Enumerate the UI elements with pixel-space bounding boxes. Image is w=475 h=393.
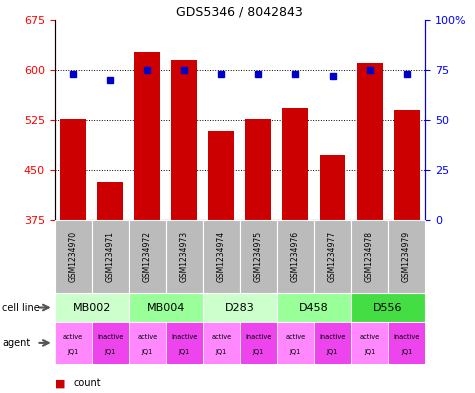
Text: active: active	[285, 334, 305, 340]
Text: active: active	[137, 334, 157, 340]
Bar	[320, 155, 345, 220]
Text: MB004: MB004	[147, 303, 185, 312]
Bar	[203, 322, 240, 364]
Bar	[277, 293, 351, 322]
Text: inactive: inactive	[171, 334, 198, 340]
Bar	[129, 322, 166, 364]
Text: agent: agent	[2, 338, 30, 348]
Text: GSM1234979: GSM1234979	[402, 231, 411, 282]
Text: JQ1: JQ1	[327, 349, 338, 355]
Title: GDS5346 / 8042843: GDS5346 / 8042843	[177, 6, 303, 18]
Text: GSM1234970: GSM1234970	[69, 231, 77, 282]
Text: GSM1234974: GSM1234974	[217, 231, 226, 282]
Bar	[203, 220, 240, 293]
Bar	[55, 322, 92, 364]
Text: active: active	[360, 334, 380, 340]
Bar	[209, 131, 234, 220]
Text: GSM1234977: GSM1234977	[328, 231, 337, 282]
Bar	[97, 182, 123, 220]
Bar	[388, 220, 425, 293]
Bar	[351, 220, 388, 293]
Bar	[283, 108, 308, 220]
Text: JQ1: JQ1	[142, 349, 153, 355]
Bar	[351, 293, 425, 322]
Text: GSM1234973: GSM1234973	[180, 231, 189, 282]
Text: inactive: inactive	[393, 334, 420, 340]
Bar	[351, 322, 388, 364]
Text: GSM1234978: GSM1234978	[365, 231, 374, 282]
Bar	[240, 220, 277, 293]
Text: JQ1: JQ1	[364, 349, 375, 355]
Bar	[203, 293, 277, 322]
Text: JQ1: JQ1	[67, 349, 79, 355]
Bar	[166, 322, 203, 364]
Text: inactive: inactive	[319, 334, 346, 340]
Bar	[129, 293, 203, 322]
Bar	[240, 322, 277, 364]
Bar	[246, 119, 271, 220]
Bar	[171, 60, 197, 220]
Text: JQ1: JQ1	[401, 349, 412, 355]
Bar	[92, 322, 129, 364]
Bar	[55, 220, 92, 293]
Bar	[357, 63, 382, 220]
Text: GSM1234971: GSM1234971	[106, 231, 114, 282]
Bar	[394, 110, 419, 220]
Bar	[277, 220, 314, 293]
Text: GSM1234976: GSM1234976	[291, 231, 300, 282]
Bar	[166, 220, 203, 293]
Text: GSM1234972: GSM1234972	[143, 231, 152, 282]
Text: ■: ■	[55, 378, 68, 388]
Text: JQ1: JQ1	[216, 349, 227, 355]
Text: GSM1234975: GSM1234975	[254, 231, 263, 282]
Bar	[277, 322, 314, 364]
Text: cell line: cell line	[2, 303, 40, 312]
Text: JQ1: JQ1	[179, 349, 190, 355]
Text: active: active	[63, 334, 83, 340]
Text: MB002: MB002	[73, 303, 111, 312]
Text: D283: D283	[225, 303, 255, 312]
Text: JQ1: JQ1	[104, 349, 116, 355]
Bar	[314, 322, 351, 364]
Bar	[129, 220, 166, 293]
Bar	[92, 220, 129, 293]
Text: inactive: inactive	[97, 334, 124, 340]
Bar	[134, 52, 160, 220]
Text: JQ1: JQ1	[253, 349, 264, 355]
Bar	[55, 293, 129, 322]
Text: inactive: inactive	[245, 334, 272, 340]
Bar	[60, 119, 86, 220]
Text: count: count	[74, 378, 101, 388]
Bar	[388, 322, 425, 364]
Text: JQ1: JQ1	[290, 349, 301, 355]
Bar	[314, 220, 351, 293]
Text: active: active	[211, 334, 231, 340]
Text: D458: D458	[299, 303, 329, 312]
Text: D556: D556	[373, 303, 403, 312]
